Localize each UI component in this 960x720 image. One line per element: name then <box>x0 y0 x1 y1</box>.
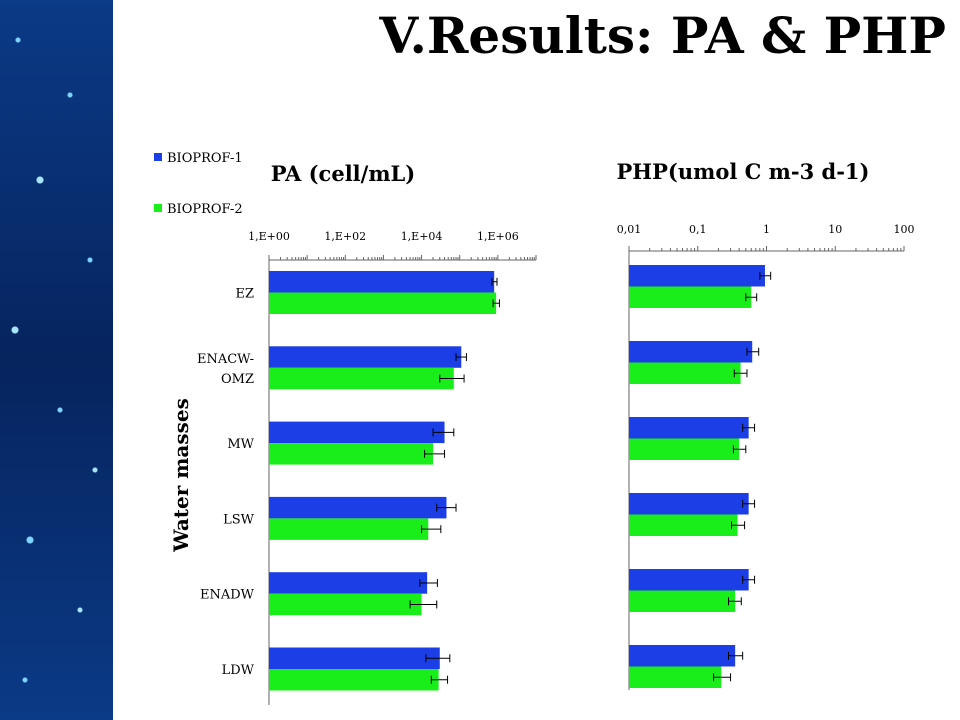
bar-1-mw <box>269 421 445 444</box>
bar-1-ldw <box>629 645 736 667</box>
legend-swatch-1 <box>154 153 162 161</box>
bar-2-mw <box>269 443 434 465</box>
decorative-side-image <box>0 0 113 720</box>
bar-1-ez <box>269 271 495 293</box>
x-tick-label: 1,E+02 <box>324 230 366 243</box>
bar-1-enacw-omz <box>629 341 753 363</box>
bar-2-ldw <box>629 666 722 688</box>
category-label: ENADW <box>200 588 255 603</box>
bar-2-enadw <box>629 590 736 612</box>
x-tick-label: 10 <box>828 223 842 236</box>
bar-1-lsw <box>629 493 749 515</box>
x-tick-label: 1 <box>763 223 770 236</box>
x-tick-label: 1,E+00 <box>248 230 290 243</box>
category-label: OMZ <box>221 372 254 387</box>
chart-title-2: PHP(umol C m-3 d-1) <box>617 159 870 184</box>
bar-2-lsw <box>629 514 738 536</box>
bar-2-mw <box>629 438 740 460</box>
bar-1-ez <box>629 265 765 287</box>
category-label: EZ <box>235 287 254 302</box>
x-tick-label: 0,01 <box>617 223 642 236</box>
bar-1-lsw <box>269 496 447 519</box>
bar-1-enadw <box>629 569 749 591</box>
x-tick-label: 100 <box>894 223 915 236</box>
bar-1-enacw-omz <box>269 346 462 368</box>
bar-1-enadw <box>269 572 428 594</box>
x-tick-label: 0,1 <box>689 223 707 236</box>
slide-title: V.Results: PA & PHP <box>379 6 946 65</box>
bar-2-ez <box>269 292 497 314</box>
category-label: MW <box>227 437 254 452</box>
bar-1-mw <box>629 417 749 439</box>
chart-title-1: PA (cell/mL) <box>271 161 416 186</box>
bar-2-lsw <box>269 518 429 540</box>
bar-2-ez <box>629 286 752 308</box>
legend-label-2: BIOPROF-2 <box>167 202 243 217</box>
bar-2-enacw-omz <box>629 362 741 384</box>
bar-2-enacw-omz <box>269 367 454 390</box>
legend-swatch-2 <box>154 204 162 212</box>
y-axis-title: Water masses <box>169 398 193 553</box>
bar-1-ldw <box>269 647 440 669</box>
category-label: ENACW- <box>197 352 254 367</box>
x-tick-label: 1,E+04 <box>401 230 443 243</box>
legend-label-1: BIOPROF-1 <box>167 151 243 166</box>
bar-2-ldw <box>269 669 439 691</box>
category-label: LSW <box>223 512 255 527</box>
category-label: LDW <box>222 663 255 678</box>
x-tick-label: 1,E+06 <box>477 230 519 243</box>
bar-2-enadw <box>269 593 422 616</box>
